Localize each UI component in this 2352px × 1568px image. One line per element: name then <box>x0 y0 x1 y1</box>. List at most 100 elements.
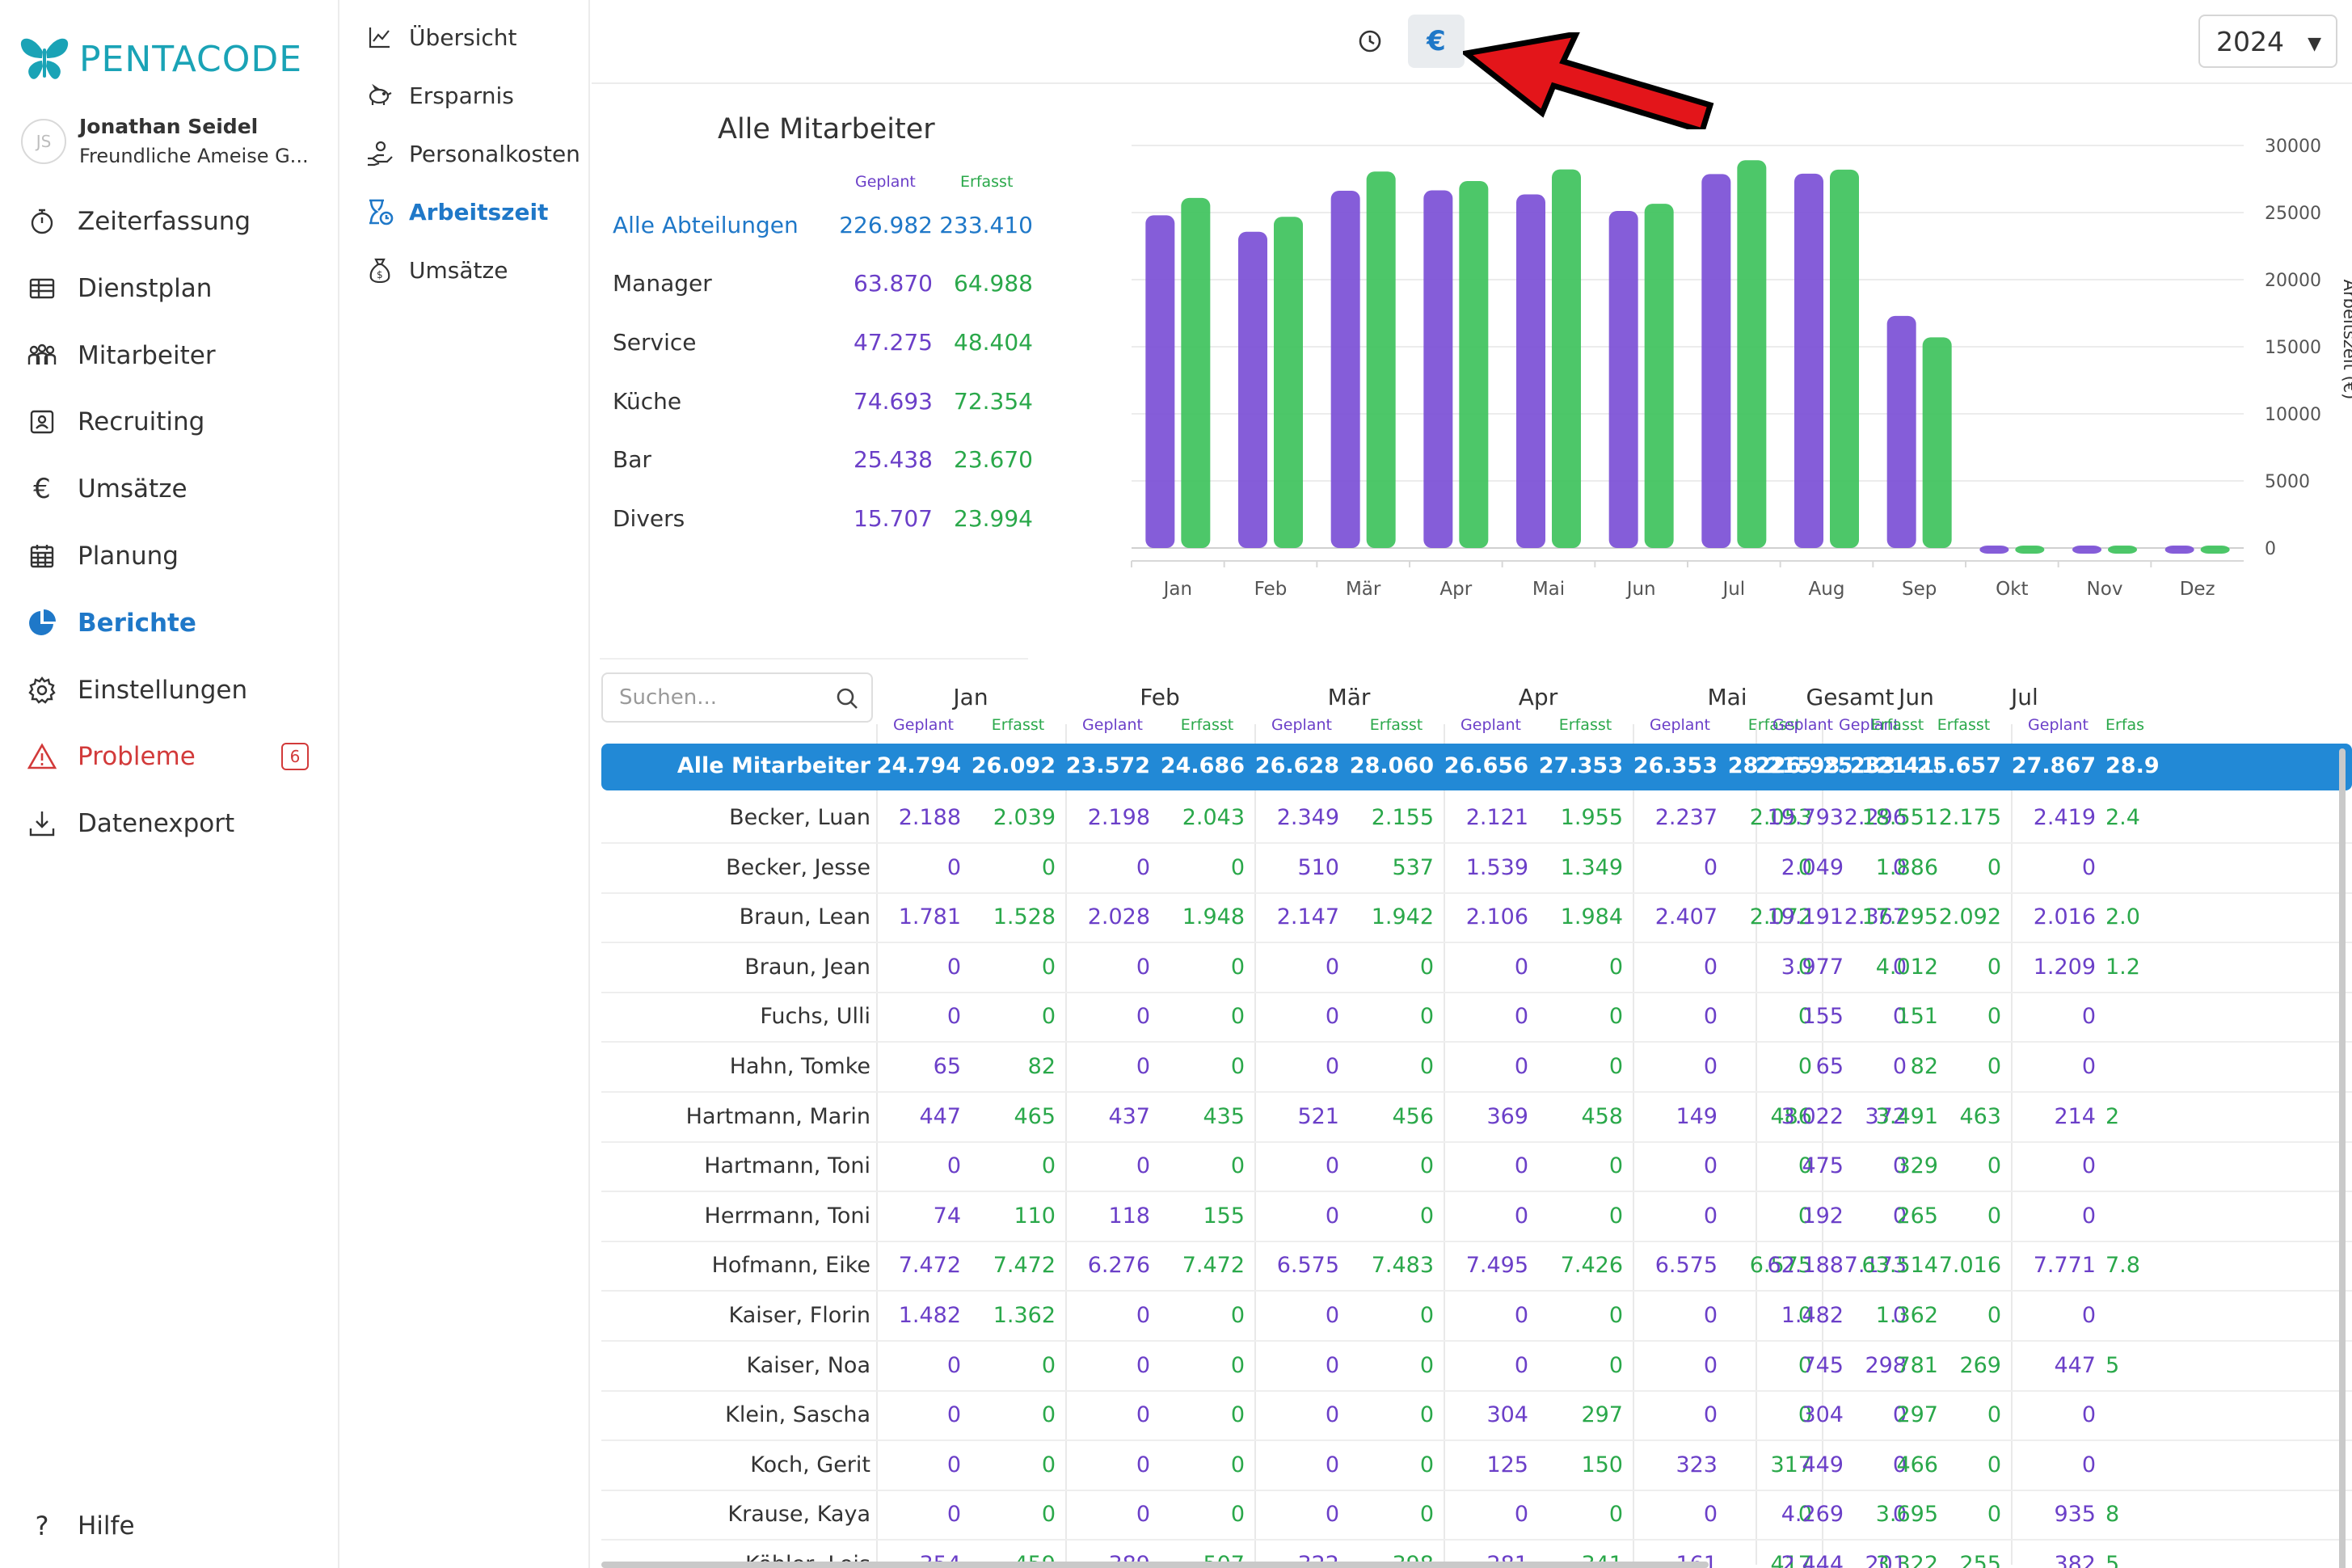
row-divider <box>601 1290 2352 1292</box>
cell-value: 25.657 <box>1916 753 2001 778</box>
year-select[interactable]: 2024 ▼ <box>2198 15 2337 68</box>
month-header[interactable]: Jun <box>1899 684 1934 710</box>
recorded-value: 72.354 <box>954 388 1033 415</box>
gear-icon <box>24 672 60 708</box>
cell-value: 0 <box>1325 955 1339 980</box>
summary-row-department[interactable]: Küche 74.693 72.354 <box>613 388 1033 420</box>
cell-value: 26.353 <box>1633 753 1718 778</box>
cell-value: 304 <box>1486 1402 1528 1427</box>
cell-value: 110 <box>1014 1203 1056 1229</box>
month-header[interactable]: Feb <box>1140 684 1180 710</box>
summary-row-department[interactable]: Manager 63.870 64.988 <box>613 270 1033 302</box>
employee-name[interactable]: Braun, Jean <box>744 955 870 980</box>
cell-value: 26.628 <box>1254 753 1339 778</box>
bar-feb-recorded <box>1274 217 1303 548</box>
nav-item-datenexport[interactable]: Datenexport <box>24 799 315 848</box>
nav-item-probleme[interactable]: Probleme 6 <box>24 732 315 781</box>
recorded-value: 233.410 <box>939 212 1033 238</box>
employee-name[interactable]: Kaiser, Noa <box>746 1353 870 1378</box>
row-divider <box>601 1490 2352 1491</box>
subnav-item-uebersicht[interactable]: Übersicht <box>364 16 517 58</box>
cell-value: 1.209 <box>2033 955 2096 980</box>
employee-name[interactable]: Hartmann, Toni <box>704 1153 870 1178</box>
help-link[interactable]: ? Hilfe <box>24 1502 315 1550</box>
total-recorded: 18.551 <box>1861 805 1938 830</box>
hours-mode-button[interactable] <box>1342 15 1398 68</box>
nav-item-einstellungen[interactable]: Einstellungen <box>24 666 315 714</box>
search-icon <box>837 688 858 709</box>
cell-value: 0 <box>1608 1004 1623 1029</box>
row-divider <box>601 1041 2352 1043</box>
summary-row-department[interactable]: Divers 15.707 23.994 <box>613 505 1033 537</box>
total-recorded: 82 <box>1910 1054 1938 1079</box>
subnav-item-personalkosten[interactable]: Personalkosten <box>364 133 580 175</box>
cell-value: 23.572 <box>1065 753 1150 778</box>
subnav-item-arbeitszeit[interactable]: Arbeitszeit <box>364 191 548 233</box>
bar-sep-recorded <box>1922 337 1952 548</box>
cell-value: 0 <box>1892 1004 1907 1029</box>
employee-name[interactable]: Fuchs, Ulli <box>760 1004 870 1029</box>
nav-item-zeiterfassung[interactable]: Zeiterfassung <box>24 197 315 246</box>
employee-name[interactable]: Becker, Jesse <box>726 855 870 880</box>
nav-item-mitarbeiter[interactable]: Mitarbeiter <box>24 331 315 380</box>
employee-name[interactable]: Hahn, Tomke <box>729 1054 870 1079</box>
employee-name[interactable]: Krause, Kaya <box>727 1502 870 1527</box>
nav-item-umsaetze[interactable]: € Umsätze <box>24 465 315 513</box>
total-planned: 3.977 <box>1781 955 1844 980</box>
nav-item-berichte[interactable]: Berichte <box>24 599 315 647</box>
cell-value: 26.656 <box>1444 753 1528 778</box>
nav-item-dienstplan[interactable]: Dienstplan <box>24 264 315 313</box>
cell-value: 0 <box>1798 1203 1812 1229</box>
euro-mode-button[interactable]: € <box>1408 15 1465 68</box>
total-recorded: 3.695 <box>1875 1502 1938 1527</box>
cell-value: 1.539 <box>1465 855 1528 880</box>
month-header[interactable]: Jul <box>2011 684 2038 710</box>
employee-name[interactable]: Hartmann, Marin <box>685 1104 870 1129</box>
search-input[interactable]: Suchen... <box>601 672 873 723</box>
x-tick-label: Okt <box>1996 579 2028 600</box>
butterfly-logo-icon <box>20 38 69 79</box>
subnav-item-umsaetze[interactable]: $ Umsätze <box>364 249 508 291</box>
month-header[interactable]: Mai <box>1707 684 1747 710</box>
cell-value: 0 <box>1987 1502 2001 1527</box>
user-profile[interactable]: JS Jonathan Seidel Freundliche Ameise G.… <box>21 115 309 167</box>
piggy-bank-icon <box>364 79 396 112</box>
cell-value: 2 <box>2105 1104 2120 1129</box>
bar-feb-planned <box>1238 231 1267 548</box>
brand-name: PENTACODE <box>79 38 303 80</box>
summary-row-all-departments[interactable]: Alle Abteilungen 226.982 233.410 <box>613 212 1033 244</box>
summary-row-department[interactable]: Bar 25.438 23.670 <box>613 446 1033 478</box>
bar-jun-recorded <box>1644 204 1674 548</box>
summary-row-department[interactable]: Service 47.275 48.404 <box>613 329 1033 361</box>
cell-value: 0 <box>1419 1353 1434 1378</box>
cell-value: 0 <box>1230 1353 1245 1378</box>
cell-value: 26.092 <box>971 753 1056 778</box>
y-tick-label: 0 <box>2265 539 2276 559</box>
table-row-all-employees[interactable] <box>601 744 2352 790</box>
avatar: JS <box>21 118 66 164</box>
hand-coin-icon <box>364 137 396 170</box>
cell-value: 1.362 <box>993 1303 1056 1328</box>
subnav-item-ersparnis[interactable]: Ersparnis <box>364 74 514 116</box>
month-header[interactable]: Mär <box>1327 684 1371 710</box>
employee-name[interactable]: Klein, Sascha <box>725 1402 870 1427</box>
nav-item-planung[interactable]: Planung <box>24 532 315 580</box>
cell-value: 7.483 <box>1371 1253 1434 1278</box>
employee-name[interactable]: Braun, Lean <box>739 904 870 929</box>
employee-name[interactable]: Becker, Luan <box>729 805 870 830</box>
cell-value: 0 <box>1987 1203 2001 1229</box>
employee-name[interactable]: Kaiser, Florin <box>728 1303 871 1328</box>
employee-name[interactable]: Hofmann, Eike <box>711 1253 870 1278</box>
horizontal-scrollbar[interactable] <box>601 1562 1709 1568</box>
cell-value: 0 <box>1514 1353 1528 1378</box>
month-header[interactable]: Apr <box>1518 684 1558 710</box>
employee-name[interactable]: Koch, Gerit <box>750 1452 870 1477</box>
nav-item-recruiting[interactable]: Recruiting <box>24 398 315 446</box>
column-separator <box>1756 724 1757 1565</box>
total-recorded: 466 <box>1896 1452 1938 1477</box>
brand-logo[interactable]: PENTACODE <box>18 34 302 84</box>
month-header[interactable]: Jan <box>953 684 988 710</box>
employee-name[interactable]: Herrmann, Toni <box>704 1203 870 1229</box>
cell-value: 0 <box>1987 1004 2001 1029</box>
vertical-scrollbar[interactable] <box>2339 748 2346 1568</box>
